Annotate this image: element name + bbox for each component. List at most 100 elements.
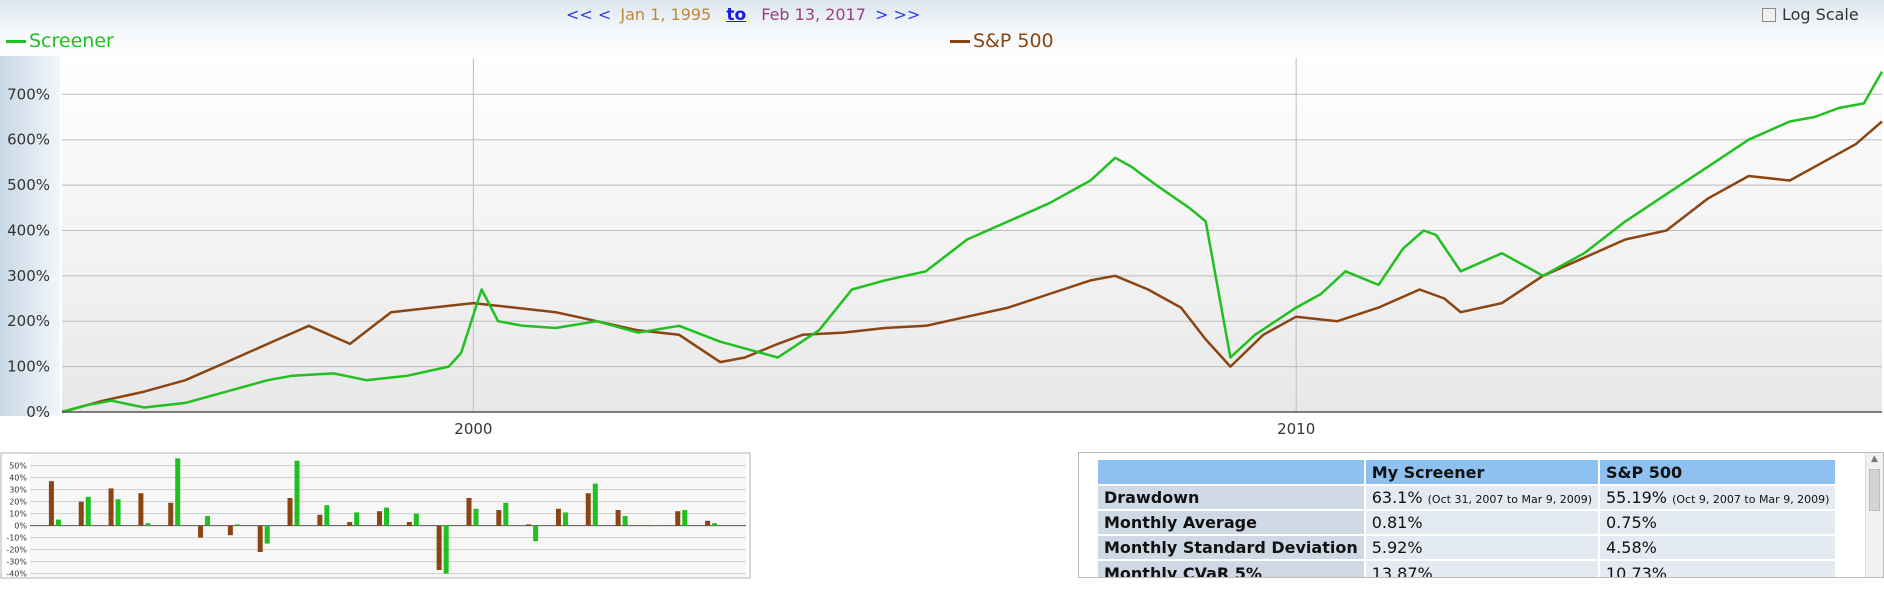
legend-screener-label: Screener [29, 30, 114, 52]
sp500-bar [257, 525, 263, 552]
start-date[interactable]: Jan 1, 1995 [620, 5, 712, 24]
sp500-bar [287, 498, 293, 526]
stats-note: (Oct 31, 2007 to Mar 9, 2009) [1427, 493, 1592, 506]
screener-line [61, 70, 1884, 414]
sp500-bar [78, 501, 84, 526]
sp500-bar [585, 493, 591, 526]
main-y-tick-labels: 0% 100% 200% 300% 400% 500% 600% 700% [7, 85, 50, 421]
stats-note: (Oct 9, 2007 to Mar 9, 2009) [1672, 493, 1830, 506]
screener-bar [85, 496, 91, 526]
legend-sp500-swatch [950, 40, 970, 43]
y-tick-label: 100% [7, 358, 50, 376]
main-chart[interactable]: 0% 100% 200% 300% 400% 500% 600% 700% 2000 2010 [0, 50, 1884, 452]
sp500-bar [555, 508, 561, 526]
mini-y-tick-label: -20% [6, 546, 27, 555]
sp500-bar [227, 525, 233, 536]
stats-table: My Screener S&P 500 Drawdown 63.1% (Oct … [1098, 460, 1838, 577]
stats-panel: My Screener S&P 500 Drawdown 63.1% (Oct … [1078, 452, 1884, 578]
mini-y-tick-label: -10% [6, 534, 27, 543]
prev-far-button[interactable]: << [566, 5, 593, 24]
stats-cell-screener: 13.87% [1364, 559, 1601, 577]
screener-bar [354, 512, 360, 526]
sp500-bar [347, 522, 353, 526]
mini-y-tick-label: 30% [9, 486, 27, 495]
stats-row-label: Monthly CVaR 5% [1098, 559, 1366, 577]
screener-bar [592, 483, 598, 526]
main-x-tick-labels: 2000 2010 [454, 420, 1315, 438]
screener-bar [503, 502, 509, 526]
sp500-bar [526, 524, 532, 526]
date-range-nav: << < Jan 1, 1995 to Feb 13, 2017 > >> [566, 4, 920, 26]
screener-bar [264, 525, 270, 544]
next-far-button[interactable]: >> [893, 5, 921, 24]
sp500-bar [108, 488, 114, 526]
to-link[interactable]: to [726, 5, 747, 25]
end-date[interactable]: Feb 13, 2017 [761, 5, 866, 24]
y-tick-label: 400% [7, 221, 50, 239]
plot-area [62, 56, 1882, 412]
mini-y-tick-label: 10% [9, 510, 27, 519]
stats-row-drawdown: Drawdown 63.1% (Oct 31, 2007 to Mar 9, 2… [1098, 484, 1838, 510]
stats-cell-sp500: 55.19% (Oct 9, 2007 to Mar 9, 2009) [1599, 484, 1838, 510]
sp500-bar [138, 493, 144, 526]
annual-returns-chart[interactable]: -40% -30% -20% -10% 0% 10% 20% 30% 40% 50% [0, 452, 752, 580]
screener-bar [562, 512, 568, 526]
stats-row-cvar: Monthly CVaR 5% 13.87% 10.73% [1098, 559, 1838, 577]
stats-cell-sp500: 10.73% [1599, 559, 1838, 577]
log-scale-checkbox[interactable] [1762, 8, 1776, 22]
stats-cell-sp500: 0.75% [1599, 509, 1838, 535]
sp500-bar [198, 525, 204, 538]
sp500-bar [615, 510, 621, 526]
next-button[interactable]: > [875, 5, 889, 24]
screener-bar [473, 508, 479, 526]
screener-bar [622, 516, 628, 526]
stats-header-blank [1098, 460, 1366, 485]
sp500-bar [168, 502, 174, 526]
screener-bar [175, 458, 181, 526]
stats-cell-sp500: 4.58% [1599, 534, 1838, 560]
mini-y-tick-label: 40% [9, 474, 27, 483]
sp500-bar [466, 498, 472, 526]
sp500-bar [377, 511, 382, 526]
sp500-line [61, 120, 1883, 414]
sp500-bar [645, 525, 651, 527]
y-tick-label: 300% [7, 267, 50, 285]
screener-bar [115, 499, 121, 526]
legend-screener[interactable]: Screener [6, 29, 114, 53]
stats-value: 55.19% [1606, 488, 1668, 507]
x-tick-label: 2010 [1277, 420, 1315, 438]
screener-bar [234, 524, 240, 526]
screener-bar [712, 523, 718, 526]
sp500-bar [48, 481, 54, 526]
sp500-bar [496, 510, 502, 526]
mini-y-tick-label: 0% [14, 522, 27, 531]
y-tick-label: 500% [7, 176, 50, 194]
stats-row-label: Monthly Standard Deviation [1098, 534, 1366, 560]
stats-cell-screener: 0.81% [1364, 509, 1601, 535]
top-bar [0, 0, 1884, 58]
scroll-thumb[interactable] [1869, 469, 1880, 511]
prev-button[interactable]: < [597, 5, 612, 24]
screener-bar [533, 525, 539, 542]
y-axis-band [0, 56, 60, 416]
screener-bar [324, 505, 330, 526]
log-scale-toggle[interactable]: Log Scale [1762, 4, 1859, 26]
stats-header-row: My Screener S&P 500 [1098, 460, 1838, 485]
screener-bar [652, 525, 658, 527]
sp500-bar [675, 511, 681, 526]
legend-sp500[interactable]: S&P 500 [950, 29, 1054, 53]
stats-scrollbar[interactable]: ▲ [1865, 453, 1883, 577]
screener-bar [55, 519, 61, 526]
stats-row-label: Monthly Average [1098, 509, 1366, 535]
y-tick-label: 200% [7, 312, 50, 330]
stats-cell-screener: 5.92% [1364, 534, 1601, 560]
screener-bar [443, 525, 449, 574]
sp500-bar [406, 522, 412, 526]
main-series-lines [61, 70, 1884, 414]
screener-bar [413, 513, 419, 526]
y-tick-label: 600% [7, 131, 50, 149]
scroll-up-icon[interactable]: ▲ [1871, 454, 1878, 464]
stats-cell-screener: 63.1% (Oct 31, 2007 to Mar 9, 2009) [1364, 484, 1601, 510]
legend-sp500-label: S&P 500 [973, 30, 1054, 52]
screener-bar [682, 510, 688, 526]
